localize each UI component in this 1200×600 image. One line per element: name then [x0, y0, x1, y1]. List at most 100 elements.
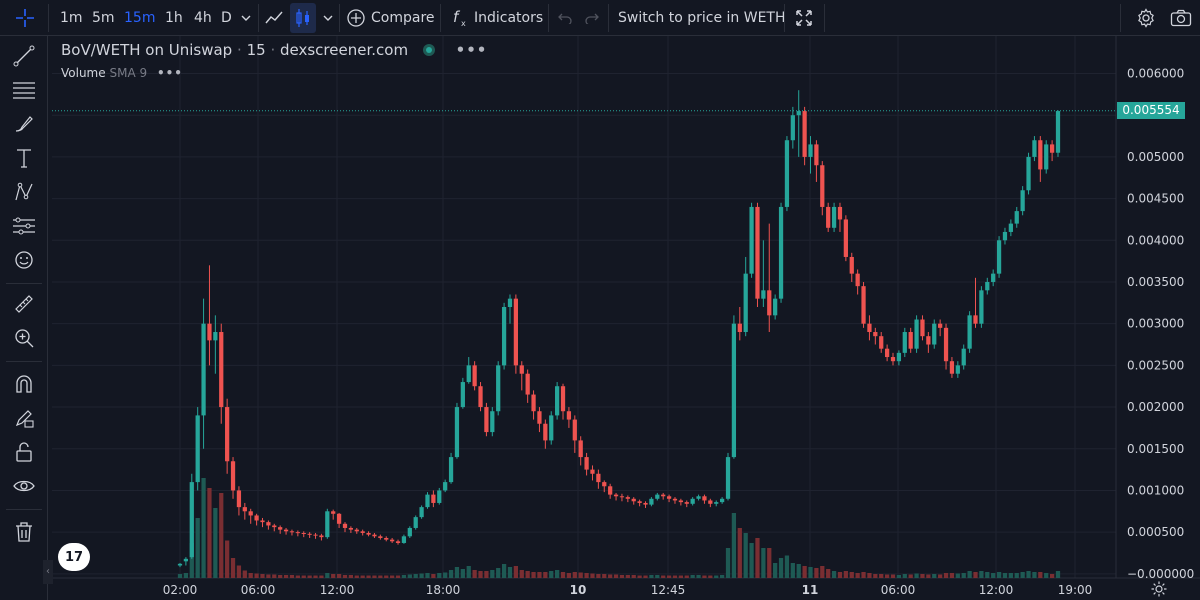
settings-gear-icon[interactable] [1133, 0, 1159, 36]
volume-bar [926, 574, 931, 578]
candle-body [183, 558, 189, 562]
candle-body [460, 382, 465, 408]
interval-1m[interactable]: 1m [60, 10, 83, 26]
horizontal-lines-icon[interactable] [8, 74, 40, 106]
price-tick-label: 0.002000 [1127, 400, 1184, 414]
volume-bar [248, 573, 253, 578]
volume-bar [796, 564, 801, 578]
pattern-icon[interactable] [8, 176, 40, 208]
ruler-icon[interactable] [8, 288, 40, 320]
candle-body [443, 482, 448, 491]
volume-bar [1038, 572, 1043, 578]
candle-body [714, 502, 719, 504]
volume-bar [749, 543, 754, 578]
drawing-toolbar [0, 36, 48, 600]
volume-bar [743, 533, 748, 578]
interval-15m[interactable]: 15m [124, 10, 156, 26]
tradingview-logo[interactable]: 17 [58, 543, 90, 571]
candle-body [926, 336, 931, 345]
candle-body [790, 115, 795, 141]
toolbar-divider [339, 4, 340, 32]
redo-icon[interactable] [582, 0, 602, 36]
candle-body [307, 533, 312, 535]
volume-bar [472, 570, 477, 578]
interval-5m[interactable]: 5m [92, 10, 115, 26]
indicators-button[interactable]: Indicators [474, 10, 544, 26]
chart-style-chevron-icon[interactable] [318, 0, 338, 36]
candle-body [902, 332, 907, 353]
lock-drawing-icon[interactable] [8, 402, 40, 434]
interval-d[interactable]: D [221, 10, 232, 26]
candle-body [991, 273, 996, 282]
price-axis[interactable]: 0.0060000.0055000.0050000.0045000.004000… [1127, 67, 1194, 581]
undo-icon[interactable] [555, 0, 575, 36]
volume-bar [831, 571, 837, 578]
legend-more-options-icon[interactable]: ••• [455, 41, 488, 59]
compare-plus-icon[interactable] [344, 0, 368, 36]
camera-snapshot-icon[interactable] [1168, 0, 1194, 36]
volume-bar [890, 574, 896, 578]
line-chart-style-icon[interactable] [261, 0, 287, 36]
magnet-icon[interactable] [8, 368, 40, 400]
prediction-icon[interactable] [8, 210, 40, 242]
volume-bar [336, 574, 342, 578]
collapse-toolbar-button[interactable]: ‹ [43, 560, 53, 584]
candle-body [1026, 156, 1031, 191]
compare-button[interactable]: Compare [371, 10, 435, 26]
volume-legend[interactable]: Volume SMA 9 ••• [61, 66, 183, 80]
candle-body [619, 496, 625, 498]
interval-4h[interactable]: 4h [194, 10, 212, 26]
trash-icon[interactable] [8, 516, 40, 548]
candle-body [743, 273, 748, 333]
candle-body [484, 407, 489, 433]
volume-bar [802, 566, 807, 578]
candles-chart-style-icon[interactable] [290, 3, 316, 33]
volume-bar [861, 572, 866, 578]
candle-body [690, 498, 695, 504]
volume-bar [808, 567, 813, 578]
volume-more-options-icon[interactable]: ••• [156, 66, 183, 80]
volume-bar [354, 575, 359, 578]
candle-body [631, 498, 636, 502]
volume-bar [466, 566, 471, 578]
switch-price-currency-button[interactable]: Switch to price in WETH [618, 10, 786, 26]
candle-body [248, 511, 253, 516]
volume-bar [849, 572, 854, 578]
candle-body [784, 140, 790, 207]
text-icon[interactable] [8, 142, 40, 174]
candle-body [861, 286, 866, 324]
candle-body [749, 206, 754, 274]
candle-body [395, 541, 401, 543]
candle-body [1014, 211, 1019, 224]
candle-body [1038, 140, 1043, 170]
zoom-in-icon[interactable] [8, 322, 40, 354]
candle-body [225, 407, 230, 462]
brush-icon[interactable] [8, 108, 40, 140]
fullscreen-icon[interactable] [792, 0, 816, 36]
lock-icon[interactable] [8, 436, 40, 468]
volume-bar [478, 571, 483, 578]
interval-1h[interactable]: 1h [165, 10, 183, 26]
volume-bar [643, 575, 648, 578]
emoji-icon[interactable] [8, 244, 40, 276]
volume-bar [873, 574, 878, 578]
interval-dropdown-chevron-icon[interactable] [236, 0, 256, 36]
candle-body [301, 532, 306, 534]
volume-bar [401, 575, 407, 578]
volume-bar [307, 575, 312, 578]
candle-body [596, 473, 601, 483]
eye-icon[interactable] [8, 470, 40, 502]
candle-body [230, 461, 236, 491]
candle-body [331, 511, 336, 514]
candle-body [478, 386, 483, 408]
volume-bar [843, 571, 848, 578]
trend-line-icon[interactable] [8, 40, 40, 72]
time-axis-settings-icon[interactable] [1150, 580, 1168, 598]
time-axis[interactable]: 02:00 06:00 12:00 18:00 10 12:45 11 06:00 12:00 1… [163, 583, 1093, 597]
symbol-legend[interactable]: BoV/WETH on Uniswap · 15 · dexscreener.c… [61, 41, 488, 59]
volume-bar [366, 575, 371, 578]
price-tick-label: −0.000000 [1127, 567, 1194, 581]
crosshair-cursor-icon[interactable] [8, 0, 42, 36]
